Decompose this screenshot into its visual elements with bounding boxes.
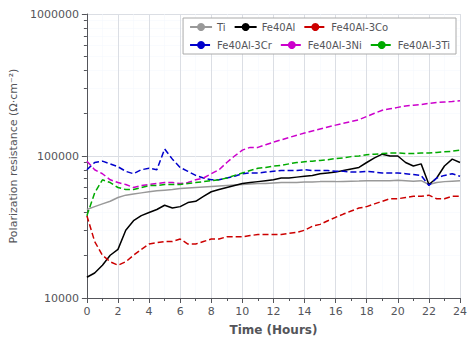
svg-text:4: 4 (146, 305, 153, 318)
svg-text:20: 20 (391, 305, 405, 318)
svg-text:16: 16 (329, 305, 343, 318)
svg-text:1000000: 1000000 (30, 8, 79, 21)
svg-text:12: 12 (266, 305, 280, 318)
svg-text:Fe40Al-3Co: Fe40Al-3Co (331, 22, 388, 33)
svg-text:Polarization resistance (Ω·cm⁻: Polarization resistance (Ω·cm⁻²) (7, 69, 20, 244)
svg-text:14: 14 (298, 305, 312, 318)
svg-text:18: 18 (360, 305, 374, 318)
svg-text:22: 22 (422, 305, 436, 318)
svg-text:6: 6 (177, 305, 184, 318)
svg-text:Ti: Ti (216, 22, 226, 33)
svg-text:0: 0 (83, 305, 90, 318)
svg-text:10000: 10000 (44, 292, 79, 305)
svg-text:Fe40Al: Fe40Al (262, 22, 296, 33)
svg-text:100000: 100000 (37, 150, 79, 163)
svg-text:Fe40Al-3Cr: Fe40Al-3Cr (217, 40, 273, 51)
svg-text:Fe40Al-3Ti: Fe40Al-3Ti (398, 40, 450, 51)
svg-text:8: 8 (208, 305, 215, 318)
svg-text:2: 2 (114, 305, 121, 318)
svg-text:Time (Hours): Time (Hours) (229, 323, 317, 337)
svg-text:10: 10 (235, 305, 249, 318)
svg-text:24: 24 (453, 305, 467, 318)
svg-text:Fe40Al-3Ni: Fe40Al-3Ni (308, 40, 362, 51)
